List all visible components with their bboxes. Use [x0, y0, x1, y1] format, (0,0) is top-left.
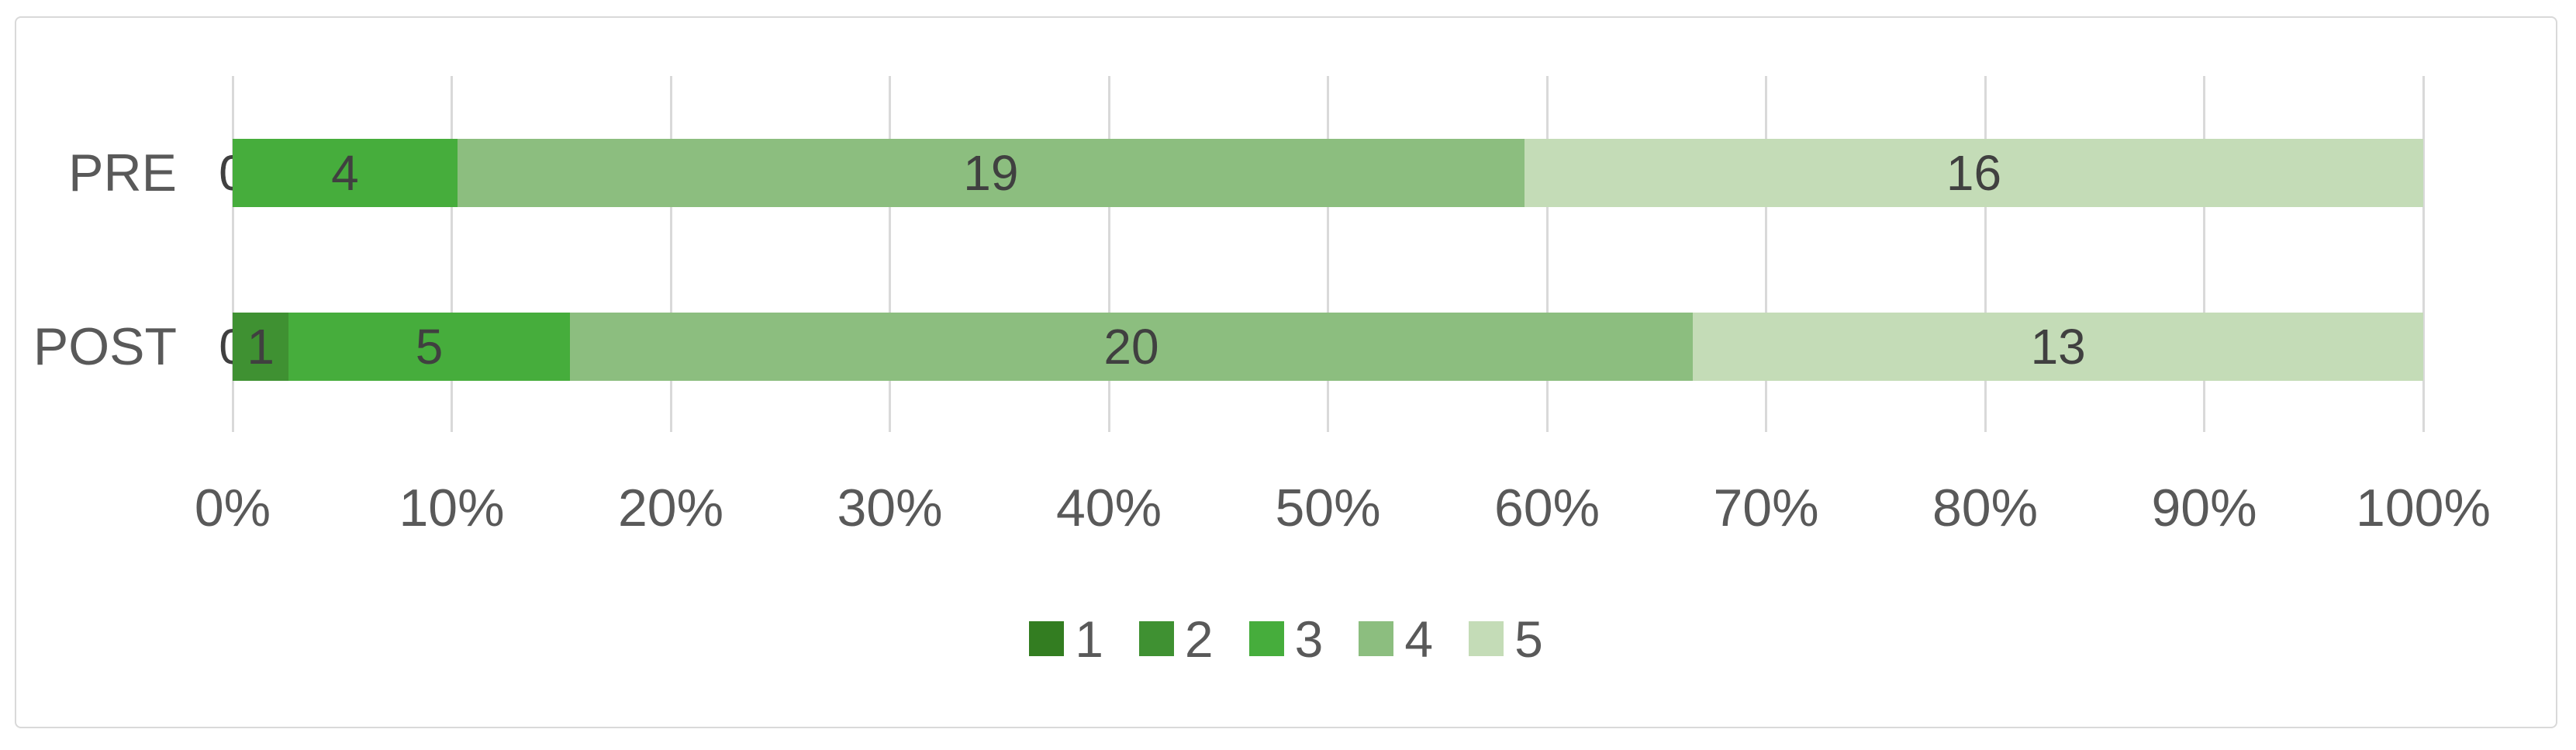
- legend-item-2: 2: [1138, 610, 1214, 669]
- legend-swatch-5: [1469, 621, 1504, 656]
- gridline-40%: [1107, 76, 1110, 432]
- legend-swatch-4: [1359, 621, 1394, 656]
- x-tick-0%: 0%: [194, 479, 271, 537]
- data-label-pre-4: 19: [963, 145, 1019, 201]
- category-label-pre: PRE: [68, 143, 177, 202]
- legend-label-2: 2: [1184, 610, 1214, 668]
- bar-segment-post-4: [569, 313, 1694, 381]
- bar-segment-post-2: [233, 313, 289, 381]
- legend-item-5: 5: [1469, 610, 1543, 669]
- legend-swatch-2: [1138, 621, 1174, 656]
- legend-label-5: 5: [1514, 610, 1543, 668]
- legend-item-4: 4: [1359, 610, 1433, 669]
- gridline-70%: [1765, 76, 1767, 432]
- x-tick-90%: 90%: [2151, 479, 2257, 537]
- legend-swatch-3: [1248, 621, 1284, 656]
- legend: 1 2 3 4 5: [16, 610, 2556, 668]
- legend-item-3: 3: [1248, 610, 1324, 669]
- data-label-post-3: 5: [415, 319, 444, 375]
- gridline-30%: [889, 76, 891, 432]
- bar-segment-post-5: [1693, 313, 2423, 381]
- x-tick-80%: 80%: [1932, 479, 2039, 537]
- data-label-post-2: 1: [247, 319, 275, 375]
- legend-item-1: 1: [1029, 610, 1103, 669]
- legend-label-1: 1: [1075, 610, 1103, 668]
- bar-segment-post-3: [288, 313, 570, 381]
- x-tick-20%: 20%: [617, 479, 724, 537]
- gridline-0%: [231, 76, 234, 432]
- x-tick-100%: 100%: [2356, 479, 2491, 537]
- legend-swatch-1: [1029, 621, 1065, 656]
- x-tick-60%: 60%: [1493, 479, 1601, 537]
- data-label-post-5: 13: [2030, 319, 2086, 375]
- category-label-post: POST: [33, 317, 177, 376]
- legend-label-4: 4: [1404, 610, 1434, 668]
- gridline-10%: [451, 76, 453, 432]
- x-tick-50%: 50%: [1275, 479, 1381, 537]
- plot-area: 00419160152013: [219, 76, 2425, 432]
- data-label-pre-5: 16: [1946, 145, 2002, 201]
- gridline-50%: [1327, 76, 1329, 432]
- bar-segment-pre-3: [233, 139, 458, 207]
- legend-label-3: 3: [1294, 610, 1324, 668]
- gridline-80%: [1984, 76, 1987, 432]
- gridline-60%: [1545, 76, 1549, 432]
- data-label-pre-3: 4: [331, 145, 359, 201]
- x-tick-10%: 10%: [399, 479, 505, 537]
- data-label-post-4: 20: [1103, 319, 1159, 375]
- x-tick-30%: 30%: [837, 479, 943, 537]
- bar-segment-pre-4: [457, 139, 1525, 207]
- x-tick-40%: 40%: [1055, 479, 1162, 537]
- bar-segment-pre-5: [1525, 139, 2423, 207]
- gridline-90%: [2203, 76, 2205, 432]
- bar-pre: 0041916: [219, 139, 2423, 207]
- gridline-20%: [669, 76, 672, 432]
- x-tick-70%: 70%: [1713, 479, 1819, 537]
- bar-post: 0152013: [219, 313, 2423, 381]
- gridline-100%: [2422, 76, 2425, 432]
